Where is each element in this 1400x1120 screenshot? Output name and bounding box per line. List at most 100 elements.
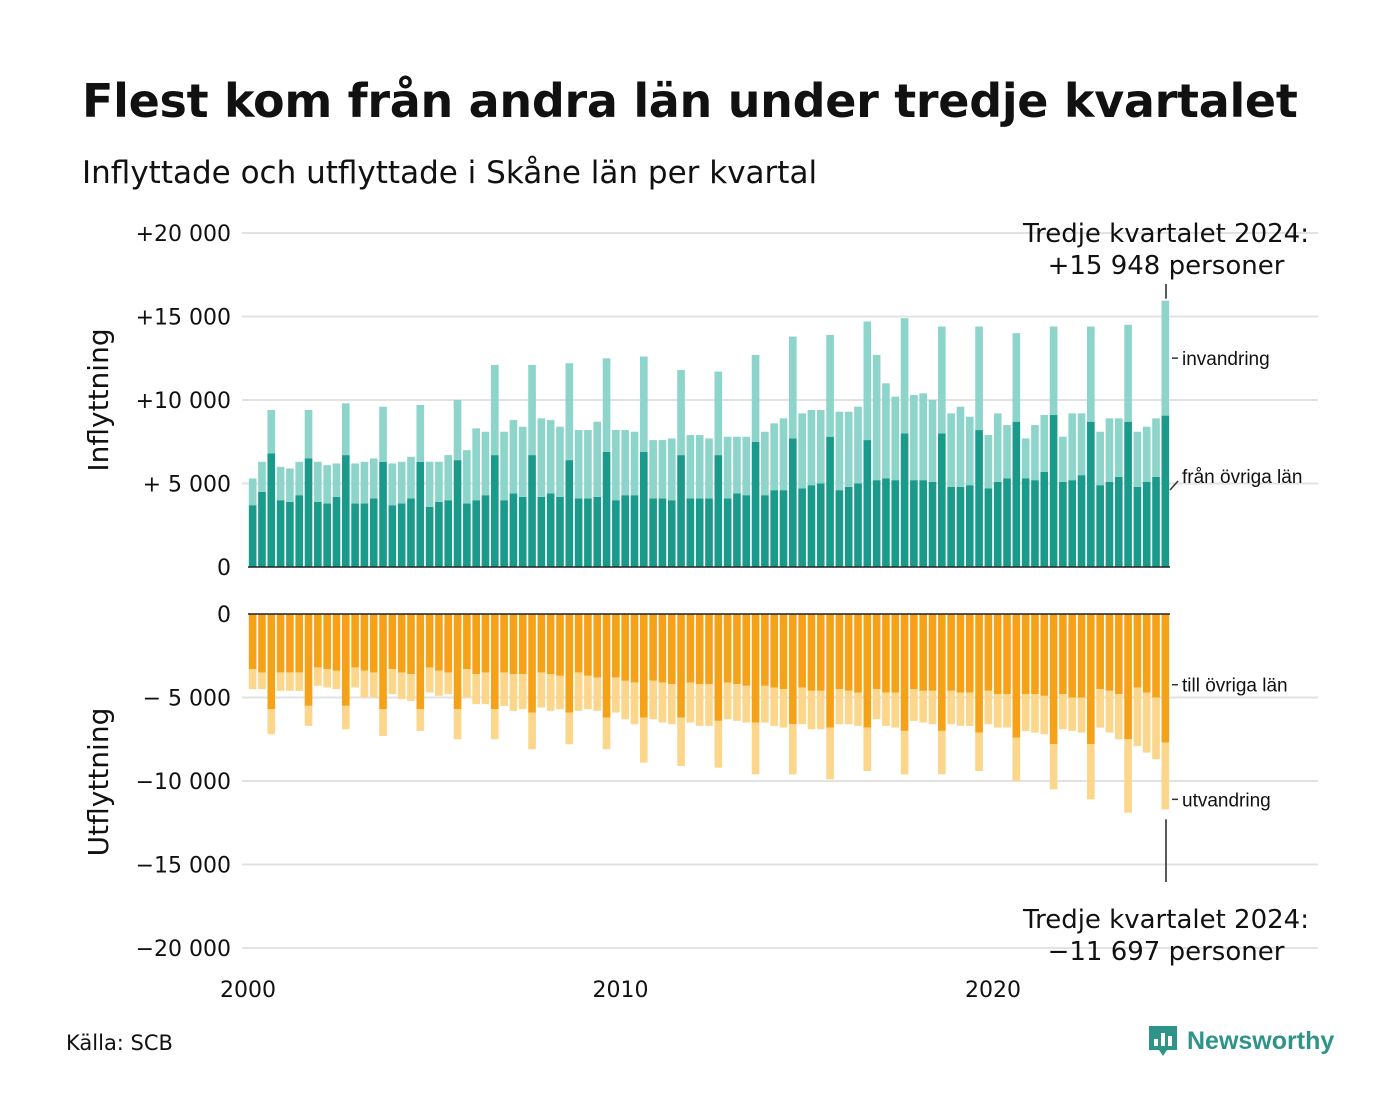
- bar-inflow-immigration: [975, 326, 983, 431]
- bar-outflow-domestic: [537, 614, 546, 673]
- bar-inflow-domestic: [1133, 486, 1142, 567]
- bar-outflow-emigration: [584, 675, 592, 710]
- bar-inflow-immigration: [574, 430, 583, 499]
- bar-inflow-domestic: [1068, 480, 1077, 567]
- bar-inflow-domestic: [518, 496, 527, 567]
- x-tick-label: 2010: [593, 978, 649, 1003]
- bar-outflow-emigration: [276, 672, 285, 691]
- bar-inflow-immigration: [481, 431, 490, 496]
- bar-inflow-immigration: [546, 420, 555, 494]
- bar-inflow-immigration: [351, 463, 359, 504]
- bar-inflow-immigration: [649, 440, 657, 499]
- y-tick-label-bottom: −15 000: [136, 854, 231, 879]
- bar-inflow-domestic: [872, 480, 881, 567]
- bar-inflow-domestic: [1087, 421, 1095, 567]
- series-label-domestic-out: till övriga län: [1182, 676, 1288, 697]
- bar-outflow-domestic: [751, 614, 760, 723]
- bar-inflow-domestic: [1021, 478, 1030, 567]
- bar-inflow-immigration: [304, 410, 313, 459]
- bar-inflow-domestic: [1012, 421, 1021, 567]
- bar-outflow-domestic: [574, 614, 583, 673]
- bar-outflow-domestic: [1031, 614, 1039, 695]
- annotation-top-line2: +15 948 personer: [1048, 251, 1285, 281]
- bar-inflow-immigration: [621, 430, 630, 496]
- bar-outflow-domestic: [584, 614, 592, 676]
- bar-outflow-emigration: [369, 672, 378, 698]
- bar-outflow-domestic: [351, 614, 359, 668]
- bar-inflow-immigration: [565, 363, 574, 461]
- bar-outflow-emigration: [714, 720, 723, 768]
- bar-outflow-domestic: [360, 614, 369, 671]
- bar-inflow-domestic: [695, 498, 704, 567]
- bar-inflow-domestic: [1114, 476, 1123, 567]
- grid-lines: [242, 232, 1318, 949]
- bar-outflow-domestic: [463, 614, 471, 670]
- bar-inflow-immigration: [910, 394, 918, 481]
- bar-outflow-domestic: [1021, 614, 1030, 695]
- bar-inflow-immigration: [639, 356, 648, 452]
- bar-inflow-domestic: [1161, 415, 1170, 567]
- bar-outflow-emigration: [332, 670, 341, 690]
- bar-outflow-emigration: [248, 669, 257, 690]
- bar-inflow-immigration: [472, 428, 480, 501]
- bar-inflow-domestic: [844, 486, 853, 567]
- bar-inflow-domestic: [267, 453, 276, 567]
- bar-inflow-immigration: [286, 468, 294, 502]
- bar-outflow-emigration: [919, 690, 928, 723]
- bar-outflow-domestic: [1068, 614, 1077, 698]
- bar-outflow-domestic: [369, 614, 378, 673]
- bars: [248, 300, 1170, 813]
- bar-outflow-emigration: [602, 717, 611, 750]
- bar-outflow-emigration: [360, 670, 369, 698]
- bar-outflow-emigration: [528, 712, 536, 750]
- bar-inflow-immigration: [882, 383, 890, 479]
- bar-outflow-emigration: [947, 690, 955, 725]
- bar-inflow-domestic: [900, 433, 909, 567]
- bar-inflow-immigration: [463, 450, 471, 504]
- bar-outflow-domestic: [332, 614, 341, 671]
- bar-outflow-domestic: [826, 614, 834, 728]
- bar-inflow-immigration: [341, 403, 350, 456]
- bar-outflow-emigration: [351, 667, 359, 688]
- bar-inflow-domestic: [1124, 421, 1132, 567]
- brand-logo[interactable]: Newsworthy: [1147, 1024, 1334, 1058]
- bar-inflow-domestic: [649, 498, 657, 567]
- bar-inflow-domestic: [248, 505, 257, 567]
- bar-outflow-domestic: [993, 614, 1002, 695]
- bar-outflow-domestic: [621, 614, 630, 681]
- bar-inflow-immigration: [714, 371, 723, 456]
- bar-outflow-emigration: [705, 684, 713, 726]
- bar-outflow-domestic: [1096, 614, 1104, 690]
- bar-outflow-domestic: [602, 614, 611, 718]
- bar-outflow-domestic: [835, 614, 844, 690]
- bar-inflow-domestic: [798, 488, 806, 567]
- labels: invandring från övriga län till övriga län…: [1022, 219, 1309, 967]
- bar-outflow-emigration: [621, 680, 630, 720]
- source-note: Källa: SCB: [66, 1031, 173, 1055]
- bar-outflow-emigration: [993, 694, 1002, 728]
- bar-inflow-immigration: [993, 413, 1002, 482]
- bar-outflow-emigration: [481, 672, 490, 705]
- bar-inflow-immigration: [854, 406, 862, 484]
- bar-outflow-emigration: [500, 672, 508, 706]
- bar-outflow-domestic: [630, 614, 639, 683]
- bar-inflow-domestic: [602, 451, 611, 567]
- bar-outflow-emigration: [556, 675, 564, 710]
- y-tick-label-bottom: −20 000: [136, 937, 231, 962]
- bar-inflow-domestic: [965, 485, 974, 567]
- bar-inflow-domestic: [742, 495, 751, 567]
- bar-inflow-domestic: [584, 498, 592, 567]
- bar-inflow-immigration: [947, 413, 955, 487]
- bar-outflow-emigration: [1124, 739, 1132, 813]
- bar-outflow-domestic: [705, 614, 713, 685]
- bar-inflow-immigration: [500, 431, 508, 501]
- bar-inflow-immigration: [435, 461, 443, 502]
- bar-outflow-domestic: [1049, 614, 1058, 745]
- bar-outflow-domestic: [304, 614, 313, 706]
- bar-inflow-domestic: [574, 498, 583, 567]
- bar-outflow-domestic: [928, 614, 937, 691]
- bar-outflow-domestic: [453, 614, 462, 710]
- bar-inflow-domestic: [528, 455, 536, 567]
- bar-inflow-immigration: [397, 461, 406, 504]
- bar-outflow-domestic: [1152, 614, 1160, 698]
